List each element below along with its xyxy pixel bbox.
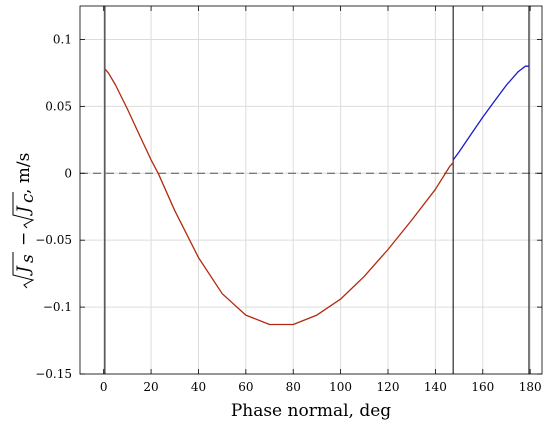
y-label-unit: , m/s	[14, 153, 34, 194]
y-label-subscript-2: c	[18, 193, 38, 203]
grid	[80, 6, 542, 375]
x-tick-label: 80	[286, 380, 301, 394]
series-line-1	[104, 68, 454, 326]
x-tick-label: 60	[238, 380, 253, 394]
y-tick-label: −0.05	[35, 233, 72, 247]
reference-lines	[80, 6, 542, 374]
series-line-2	[452, 65, 529, 161]
x-axis-label: Phase normal, deg	[231, 401, 391, 421]
series-layer	[104, 65, 529, 326]
x-tick-label: 140	[424, 380, 447, 394]
plot-area-frame	[79, 5, 543, 375]
y-label-minus: −	[14, 232, 34, 246]
sqrt-symbol-2	[12, 192, 35, 229]
x-tick-label: 160	[471, 380, 494, 394]
x-tick-label: 20	[143, 380, 158, 394]
y-tick-label: −0.15	[35, 367, 72, 381]
x-tick-label: 40	[191, 380, 206, 394]
y-tick-label: 0.1	[53, 32, 72, 46]
x-tick-label: 0	[100, 380, 108, 394]
y-label-radicand-1: J	[14, 265, 34, 276]
y-tick-label: 0.05	[45, 99, 72, 113]
x-axis-ticks: 0 20 40 60 80 100 120 140 160 180	[100, 6, 542, 394]
y-label-radicand-2: J	[14, 205, 34, 216]
y-axis-ticks: −0.15 −0.1 −0.05 0 0.05 0.1	[35, 32, 542, 381]
sqrt-symbol-1	[12, 252, 35, 289]
x-tick-label: 100	[329, 380, 352, 394]
y-tick-label: −0.1	[43, 300, 72, 314]
x-tick-label: 120	[377, 380, 400, 394]
y-label-subscript-1: s	[18, 254, 38, 263]
x-tick-label: 180	[519, 380, 542, 394]
y-axis-label: J s − J c , m/s	[12, 153, 38, 289]
y-tick-label: 0	[64, 166, 72, 180]
